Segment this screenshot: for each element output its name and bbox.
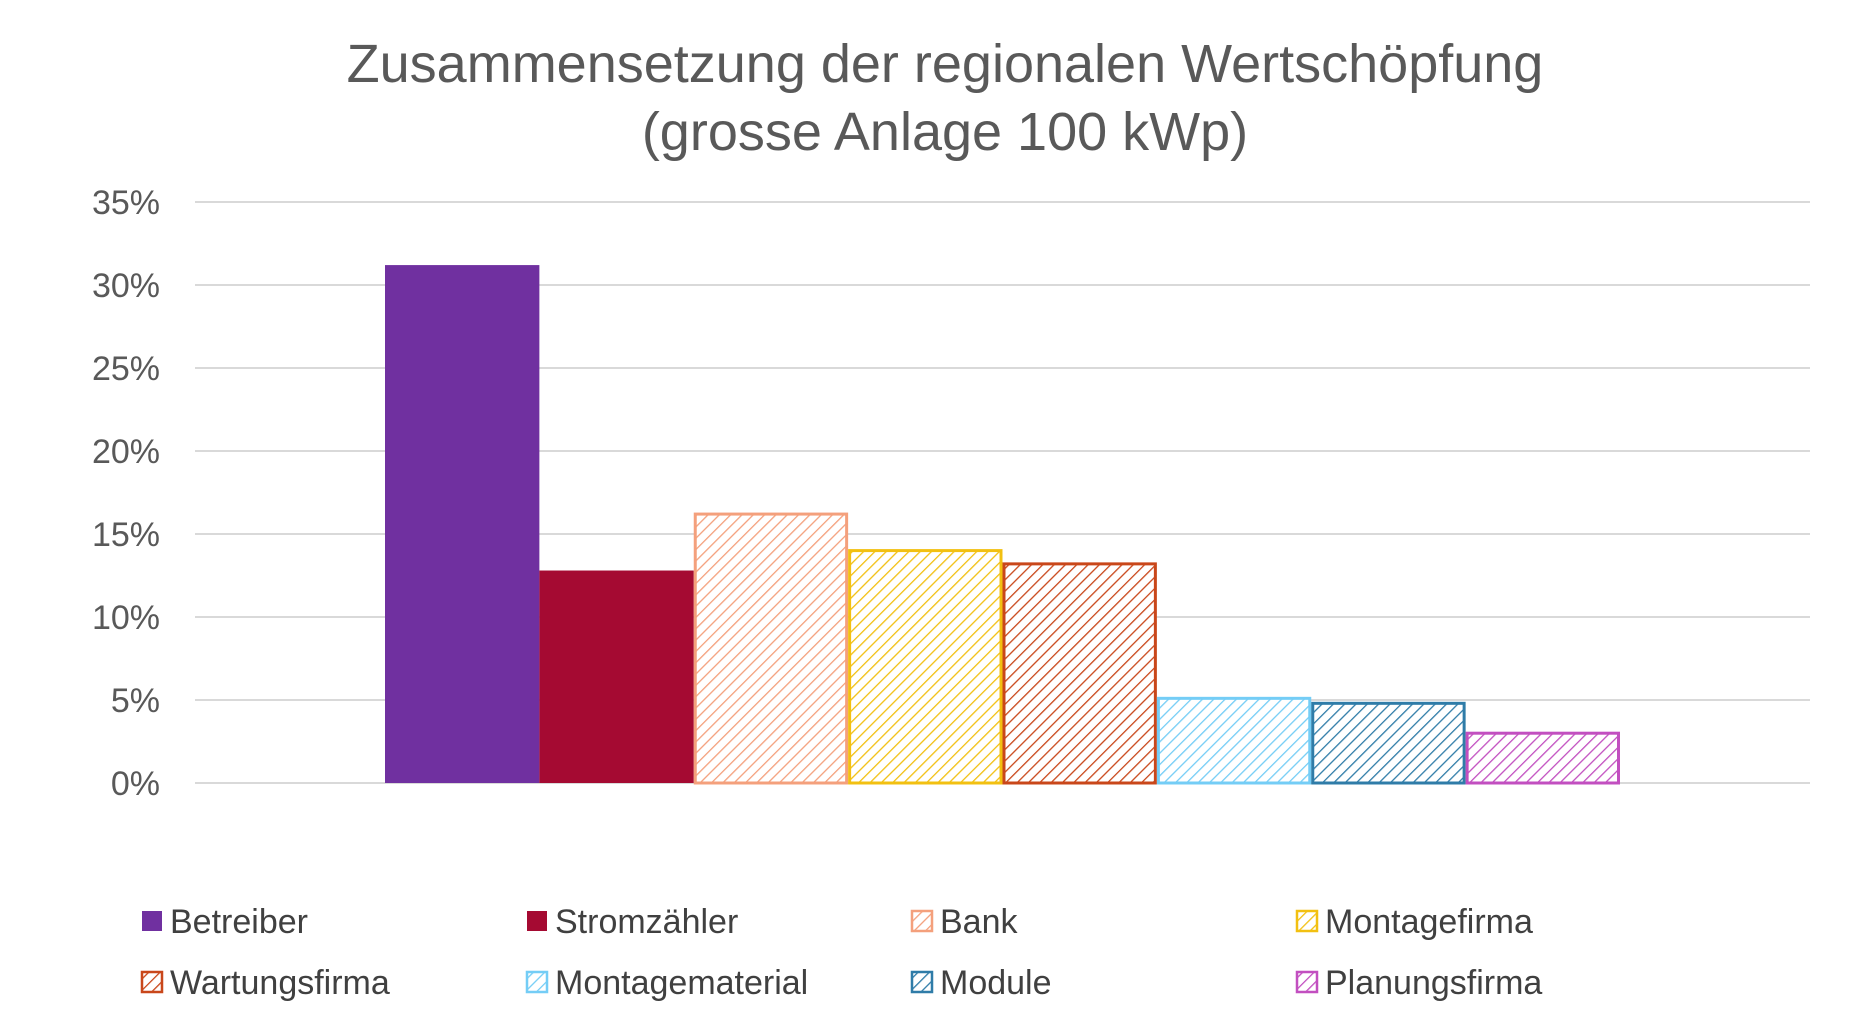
y-tick-label: 30% [92,267,160,305]
legend-swatch [525,970,549,994]
y-tick-label: 25% [92,350,160,388]
y-tick-label: 35% [92,184,160,222]
y-axis-ticks: 0% 5% 10% 15% 20% 25% 30% 35% [92,184,160,803]
chart-title: Zusammensetzung der regionalen Wertschöp… [347,34,1544,94]
legend-label: Module [940,964,1052,1002]
legend-label: Bank [940,903,1018,941]
legend: Betreiber Stromzähler Bank Montagefirma Wart… [140,903,1542,1002]
legend-label: Betreiber [170,903,308,941]
bar-betreiber [385,265,540,784]
legend-label: Montagefirma [1325,903,1533,941]
bar-module [1311,701,1466,785]
legend-swatch [910,909,934,933]
legend-swatch [910,970,934,994]
bar-montagefirma [848,549,1003,785]
bar-bank [693,512,849,785]
legend-label: Stromzähler [555,903,738,941]
y-tick-label: 0% [111,765,160,803]
y-tick-label: 5% [111,682,160,720]
bar-stromz-hler [539,570,694,783]
legend-swatch [1295,970,1319,994]
y-tick-label: 15% [92,516,160,554]
bar-wartungsfirma [1002,562,1157,785]
legend-label: Planungsfirma [1325,964,1542,1002]
y-tick-label: 20% [92,433,160,471]
bar-montagematerial [1156,696,1312,785]
legend-label: Wartungsfirma [170,964,390,1002]
bars [385,265,1620,785]
legend-swatch [142,911,162,931]
y-tick-label: 10% [92,599,160,637]
legend-swatch [140,970,164,994]
legend-swatch [527,911,547,931]
chart-subtitle: (grosse Anlage 100 kWp) [642,102,1248,162]
legend-label: Montagematerial [555,964,808,1002]
bar-planungsfirma [1465,731,1620,785]
legend-swatch [1295,909,1319,933]
